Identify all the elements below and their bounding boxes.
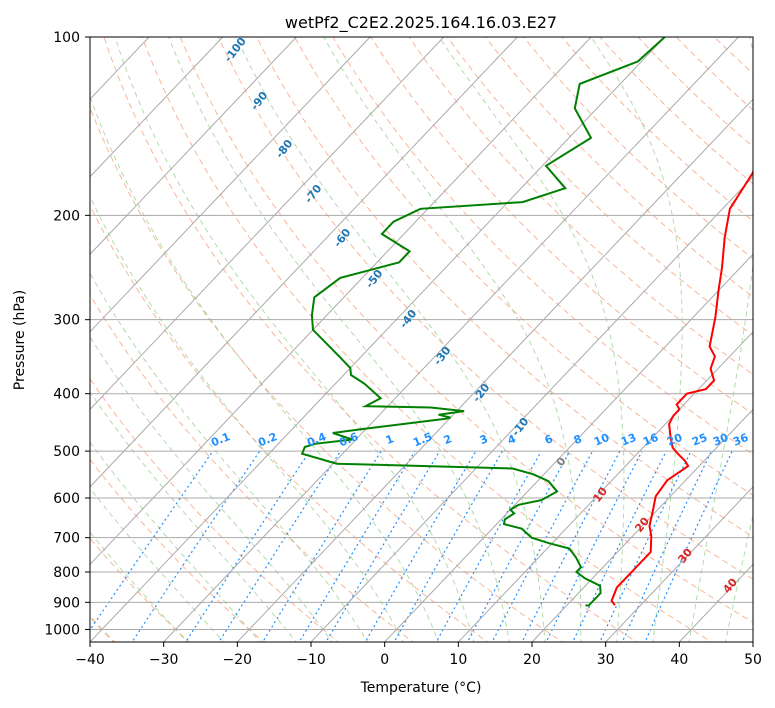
isotherm-line	[90, 37, 297, 256]
isotherm-line	[605, 486, 753, 642]
y-tick-label: 500	[53, 444, 80, 460]
x-axis-title: Temperature (°C)	[360, 680, 482, 696]
mixing-ratio-label: 3	[478, 432, 490, 447]
plot-frame	[89, 36, 754, 643]
y-tick-label: 200	[53, 208, 80, 224]
plot-area: -100-90-80-70-60-50-40-30-20-10010203040…	[90, 37, 753, 642]
mixing-ratio-line	[90, 450, 214, 631]
x-tick-label: −10	[296, 652, 326, 668]
isotherm-line	[90, 37, 592, 566]
moist-adiabat	[590, 37, 683, 642]
isotherm-line	[90, 37, 371, 333]
moist-adiabat	[438, 37, 625, 642]
x-tick-label: −40	[75, 652, 105, 668]
mixing-ratio-label: 30	[711, 431, 730, 449]
mixing-ratio-label: 25	[690, 431, 709, 449]
sounding-series	[300, 37, 753, 607]
mixing-ratio-line	[364, 450, 477, 642]
dry-adiabat	[332, 37, 753, 455]
isotherm-line	[457, 331, 753, 642]
dry-adiabat	[217, 37, 753, 580]
mixing-ratio-label: 10	[592, 431, 611, 449]
mixing-ratio-label: 8	[572, 432, 584, 447]
isotherm-line	[236, 98, 753, 642]
mixing-ratio-line	[325, 450, 441, 642]
mixing-ratio-label: 16	[641, 431, 660, 449]
x-tick-label: 20	[523, 652, 541, 668]
isotherm-line	[163, 37, 739, 642]
moist-adiabat	[168, 37, 510, 642]
dry-adiabat	[294, 37, 753, 496]
y-tick-label: 700	[53, 531, 80, 547]
isotherm-line	[310, 176, 753, 642]
moist-adiabat	[90, 272, 369, 642]
y-tick-label: 300	[53, 313, 80, 329]
y-tick-label: 100	[53, 30, 80, 46]
sounding-line	[610, 169, 753, 606]
x-tick-label: 40	[670, 652, 688, 668]
y-axis-title: Pressure (hPa)	[12, 290, 28, 390]
x-tick-label: −20	[223, 652, 253, 668]
dry-adiabat	[446, 37, 753, 336]
dry-adiabat	[103, 37, 638, 642]
dry-adiabat	[408, 37, 753, 375]
mixing-ratio-line	[621, 450, 713, 642]
sounding-line	[300, 37, 666, 607]
mixing-ratio-line	[572, 450, 667, 642]
mixing-ratio-label: 2	[442, 432, 454, 447]
mixing-ratio-line	[435, 450, 542, 642]
mixing-ratio-line	[262, 450, 382, 642]
isotherm-line	[384, 253, 753, 642]
moist-adiabat	[688, 37, 753, 642]
mixing-ratio-line	[393, 450, 504, 642]
mixing-ratio-label: 20	[665, 431, 684, 449]
isotherm-line	[90, 37, 666, 642]
mixing-ratio-line	[298, 450, 416, 642]
mixing-ratio-label: 1	[384, 432, 396, 447]
x-tick-label: 10	[449, 652, 467, 668]
chart-title: wetPf2_C2E2.2025.164.16.03.E27	[285, 13, 557, 33]
isotherm-line	[90, 37, 518, 488]
mixing-ratio-line	[218, 450, 342, 642]
isotherm-line	[90, 37, 224, 178]
x-tick-label: 50	[744, 652, 762, 668]
dry-adiabat	[141, 37, 713, 642]
dry-adiabat	[256, 37, 753, 538]
mixing-ratio-line	[491, 450, 594, 642]
y-tick-label: 1000	[44, 622, 80, 638]
isotherm-line	[90, 37, 445, 411]
dry-adiabat	[370, 37, 753, 415]
y-tick-label: 800	[53, 565, 80, 581]
y-tick-label: 400	[53, 387, 80, 403]
y-tick-label: 600	[53, 491, 80, 507]
isotherm-line	[531, 408, 753, 642]
y-tick-label: 900	[53, 595, 80, 611]
y-axis-ticks: 100 200 300 400 500 600 700 800 900 1000	[44, 30, 90, 638]
isotherms	[90, 37, 753, 642]
isobars	[90, 37, 753, 630]
mixing-ratio-line	[521, 450, 621, 642]
x-tick-label: 0	[380, 652, 389, 668]
x-tick-label: 30	[597, 652, 615, 668]
moist-adiabat	[114, 37, 475, 642]
x-axis-ticks: −40 −30 −20 −10 0 10 20 30 40 50	[75, 642, 762, 668]
mixing-ratio-line	[545, 450, 643, 642]
mixing-ratio-label: 36	[731, 431, 750, 449]
mixing-ratio-line	[599, 450, 692, 642]
mixing-ratio-label: 13	[619, 431, 638, 449]
x-tick-label: −30	[149, 652, 179, 668]
